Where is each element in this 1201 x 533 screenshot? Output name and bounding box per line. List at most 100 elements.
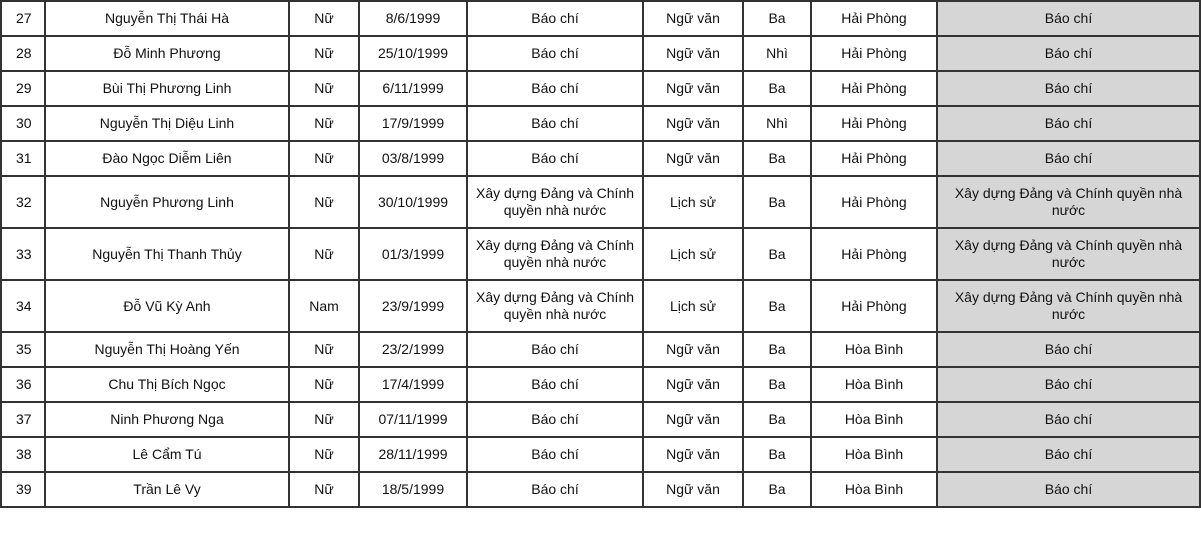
birth-date-cell: 03/8/1999 bbox=[358, 140, 468, 177]
student-name-cell: Lê Cẩm Tú bbox=[44, 436, 290, 473]
birth-date-cell: 01/3/1999 bbox=[358, 227, 468, 281]
row-number-cell: 27 bbox=[0, 0, 46, 37]
table-row: 28 Đỗ Minh Phương Nữ 25/10/1999 Báo chí Ngữ v… bbox=[0, 35, 1201, 72]
birth-date-cell: 25/10/1999 bbox=[358, 35, 468, 72]
table-row: 33 Nguyễn Thị Thanh Thủy Nữ 01/3/1999 Xây dự… bbox=[0, 227, 1201, 281]
subject-cell: Ngữ văn bbox=[642, 105, 744, 142]
major-cell: Báo chí bbox=[466, 471, 644, 508]
row-number-cell: 38 bbox=[0, 436, 46, 473]
table-row: 29 Bùi Thị Phương Linh Nữ 6/11/1999 Báo chí N… bbox=[0, 70, 1201, 107]
assigned-major-cell: Báo chí bbox=[936, 70, 1201, 107]
major-cell: Báo chí bbox=[466, 401, 644, 438]
student-name-cell: Trần Lê Vy bbox=[44, 471, 290, 508]
major-cell: Báo chí bbox=[466, 105, 644, 142]
province-cell: Hải Phòng bbox=[810, 35, 938, 72]
gender-cell: Nữ bbox=[288, 0, 360, 37]
subject-cell: Ngữ văn bbox=[642, 331, 744, 368]
table-row: 39 Trần Lê Vy Nữ 18/5/1999 Báo chí Ngữ văn Ba H… bbox=[0, 471, 1201, 508]
subject-cell: Ngữ văn bbox=[642, 401, 744, 438]
province-cell: Hải Phòng bbox=[810, 279, 938, 333]
student-name-cell: Chu Thị Bích Ngọc bbox=[44, 366, 290, 403]
assigned-major-cell: Báo chí bbox=[936, 401, 1201, 438]
table-row: 32 Nguyễn Phương Linh Nữ 30/10/1999 Xây dựng… bbox=[0, 175, 1201, 229]
assigned-major-cell: Báo chí bbox=[936, 105, 1201, 142]
row-number-cell: 30 bbox=[0, 105, 46, 142]
table-row: 35 Nguyễn Thị Hoàng Yến Nữ 23/2/1999 Báo chí… bbox=[0, 331, 1201, 368]
subject-cell: Ngữ văn bbox=[642, 70, 744, 107]
row-number-cell: 35 bbox=[0, 331, 46, 368]
assigned-major-cell: Xây dựng Đảng và Chính quyền nhà nước bbox=[936, 279, 1201, 333]
gender-cell: Nữ bbox=[288, 436, 360, 473]
assigned-major-cell: Báo chí bbox=[936, 436, 1201, 473]
major-cell: Báo chí bbox=[466, 70, 644, 107]
prize-cell: Ba bbox=[742, 331, 812, 368]
birth-date-cell: 23/2/1999 bbox=[358, 331, 468, 368]
gender-cell: Nữ bbox=[288, 366, 360, 403]
table-row: 34 Đỗ Vũ Kỳ Anh Nam 23/9/1999 Xây dựng Đảng … bbox=[0, 279, 1201, 333]
province-cell: Hải Phòng bbox=[810, 70, 938, 107]
prize-cell: Ba bbox=[742, 70, 812, 107]
province-cell: Hòa Bình bbox=[810, 331, 938, 368]
province-cell: Hải Phòng bbox=[810, 140, 938, 177]
row-number-cell: 39 bbox=[0, 471, 46, 508]
gender-cell: Nữ bbox=[288, 175, 360, 229]
gender-cell: Nữ bbox=[288, 227, 360, 281]
student-name-cell: Nguyễn Thị Hoàng Yến bbox=[44, 331, 290, 368]
major-cell: Báo chí bbox=[466, 0, 644, 37]
row-number-cell: 31 bbox=[0, 140, 46, 177]
prize-cell: Ba bbox=[742, 0, 812, 37]
major-cell: Báo chí bbox=[466, 436, 644, 473]
gender-cell: Nữ bbox=[288, 140, 360, 177]
table-row: 37 Ninh Phương Nga Nữ 07/11/1999 Báo chí Ngữ … bbox=[0, 401, 1201, 438]
assigned-major-cell: Báo chí bbox=[936, 140, 1201, 177]
province-cell: Hòa Bình bbox=[810, 366, 938, 403]
row-number-cell: 33 bbox=[0, 227, 46, 281]
subject-cell: Ngữ văn bbox=[642, 471, 744, 508]
student-name-cell: Nguyễn Thị Thanh Thủy bbox=[44, 227, 290, 281]
table-row: 31 Đào Ngọc Diễm Liên Nữ 03/8/1999 Báo chí Ng… bbox=[0, 140, 1201, 177]
student-name-cell: Ninh Phương Nga bbox=[44, 401, 290, 438]
prize-cell: Ba bbox=[742, 401, 812, 438]
subject-cell: Lịch sử bbox=[642, 175, 744, 229]
student-name-cell: Đào Ngọc Diễm Liên bbox=[44, 140, 290, 177]
birth-date-cell: 28/11/1999 bbox=[358, 436, 468, 473]
prize-cell: Nhì bbox=[742, 105, 812, 142]
assigned-major-cell: Xây dựng Đảng và Chính quyền nhà nước bbox=[936, 175, 1201, 229]
row-number-cell: 29 bbox=[0, 70, 46, 107]
student-name-cell: Bùi Thị Phương Linh bbox=[44, 70, 290, 107]
prize-cell: Ba bbox=[742, 279, 812, 333]
major-cell: Báo chí bbox=[466, 35, 644, 72]
province-cell: Hải Phòng bbox=[810, 227, 938, 281]
birth-date-cell: 23/9/1999 bbox=[358, 279, 468, 333]
table-row: 36 Chu Thị Bích Ngọc Nữ 17/4/1999 Báo chí Ngữ… bbox=[0, 366, 1201, 403]
row-number-cell: 32 bbox=[0, 175, 46, 229]
gender-cell: Nữ bbox=[288, 401, 360, 438]
gender-cell: Nữ bbox=[288, 70, 360, 107]
row-number-cell: 37 bbox=[0, 401, 46, 438]
prize-cell: Ba bbox=[742, 175, 812, 229]
major-cell: Báo chí bbox=[466, 140, 644, 177]
prize-cell: Ba bbox=[742, 366, 812, 403]
prize-cell: Ba bbox=[742, 140, 812, 177]
table-row: 38 Lê Cẩm Tú Nữ 28/11/1999 Báo chí Ngữ văn Ba H… bbox=[0, 436, 1201, 473]
assigned-major-cell: Báo chí bbox=[936, 366, 1201, 403]
major-cell: Xây dựng Đảng và Chính quyền nhà nước bbox=[466, 175, 644, 229]
student-table: 27 Nguyễn Thị Thái Hà Nữ 8/6/1999 Báo chí Ngữ… bbox=[0, 0, 1201, 508]
prize-cell: Ba bbox=[742, 436, 812, 473]
major-cell: Báo chí bbox=[466, 366, 644, 403]
row-number-cell: 34 bbox=[0, 279, 46, 333]
table-row: 30 Nguyễn Thị Diệu Linh Nữ 17/9/1999 Báo chí… bbox=[0, 105, 1201, 142]
birth-date-cell: 17/4/1999 bbox=[358, 366, 468, 403]
birth-date-cell: 8/6/1999 bbox=[358, 0, 468, 37]
gender-cell: Nữ bbox=[288, 105, 360, 142]
row-number-cell: 36 bbox=[0, 366, 46, 403]
birth-date-cell: 18/5/1999 bbox=[358, 471, 468, 508]
province-cell: Hải Phòng bbox=[810, 175, 938, 229]
gender-cell: Nữ bbox=[288, 35, 360, 72]
gender-cell: Nữ bbox=[288, 331, 360, 368]
province-cell: Hòa Bình bbox=[810, 436, 938, 473]
major-cell: Xây dựng Đảng và Chính quyền nhà nước bbox=[466, 279, 644, 333]
student-name-cell: Đỗ Minh Phương bbox=[44, 35, 290, 72]
major-cell: Xây dựng Đảng và Chính quyền nhà nước bbox=[466, 227, 644, 281]
student-name-cell: Nguyễn Thị Thái Hà bbox=[44, 0, 290, 37]
